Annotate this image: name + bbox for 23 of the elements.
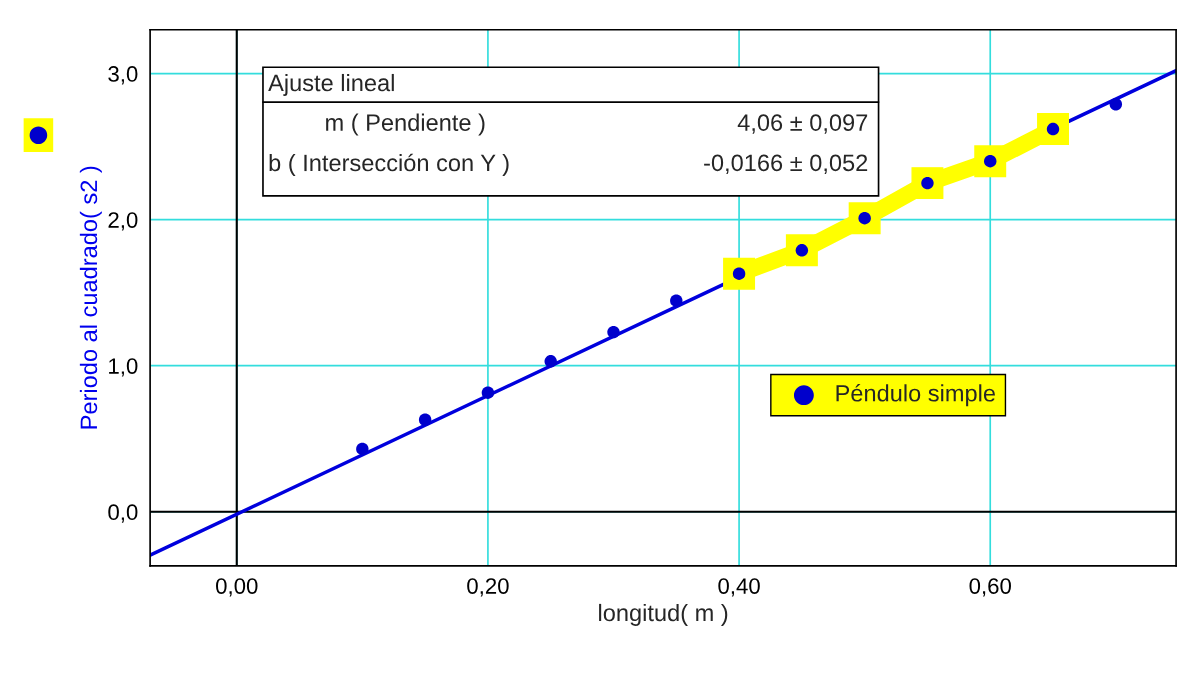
point (1109, 98, 1123, 111)
y-tick-label: 2,0 (108, 212, 138, 231)
y-tick-label: 1,0 (109, 358, 138, 377)
point (607, 325, 620, 339)
point (670, 294, 683, 307)
x-tick-label: 0,60 (969, 578, 1011, 597)
annotation: -0,0166 ± 0,052 (704, 154, 868, 174)
point (481, 386, 495, 399)
x-axis-title: longitud( m ) (599, 603, 728, 626)
x-tick-label: 0,00 (216, 578, 258, 597)
y-tick-label: 3,0 (108, 66, 138, 85)
annotation: Ajuste lineal (268, 73, 394, 96)
annotation: b ( Intersección con Y ) (269, 153, 509, 176)
y-tick-label: 0,0 (108, 504, 138, 523)
point (418, 413, 432, 426)
legend-label: Péndulo simple (836, 383, 995, 407)
y-axis-title: Periodo al cuadrado( s2 ) (79, 166, 102, 429)
point (356, 442, 369, 456)
point (544, 355, 557, 368)
annotation: m ( Pendiente ) (326, 113, 485, 136)
x-tick-label: 0,20 (467, 578, 509, 597)
annotation: 4,06 ± 0,097 (737, 114, 868, 134)
x-tick-label: 0,40 (718, 578, 760, 597)
